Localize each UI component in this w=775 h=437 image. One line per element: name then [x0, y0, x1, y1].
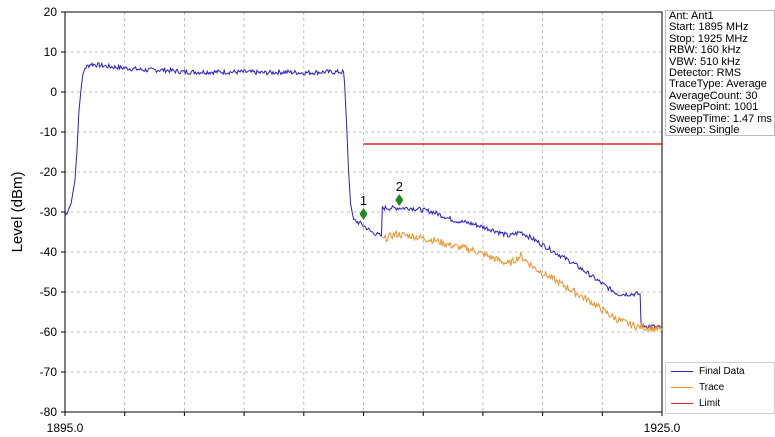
info-line-stop: Stop: 1925 MHz	[669, 32, 748, 45]
marker-1-diamond	[359, 208, 368, 220]
y-tick-label: -70	[40, 365, 58, 379]
y-tick-label: -40	[40, 245, 58, 259]
info-line-vbw: VBW: 510 kHz	[669, 55, 741, 68]
y-tick-label: -10	[40, 125, 58, 139]
y-tick-label: -50	[40, 285, 58, 299]
y-axis-label: Level (dBm)	[9, 172, 26, 253]
legend-label: Final Data	[699, 365, 745, 377]
info-line-sweep-point: SweepPoint: 1001	[669, 101, 759, 114]
y-tick-label: 0	[50, 85, 57, 99]
chart-legend: Final Data Trace Limit	[665, 362, 775, 414]
info-line-trace-type: TraceType: Average	[669, 78, 767, 91]
legend-label: Trace	[699, 381, 725, 393]
x-tick-label: 1925.0	[644, 421, 681, 435]
y-tick-label: -20	[40, 165, 58, 179]
measurement-info-panel: Ant: Ant1 Start: 1895 MHz Stop: 1925 MHz…	[665, 10, 775, 136]
data-series	[64, 61, 663, 333]
info-line-antenna: Ant: Ant1	[669, 10, 714, 22]
y-tick-label: -80	[40, 405, 58, 419]
info-line-sweep: Sweep: Single	[669, 124, 740, 136]
legend-swatch-limit	[671, 402, 693, 404]
y-tick-label: 10	[44, 45, 58, 59]
info-line-start: Start: 1895 MHz	[669, 21, 749, 34]
y-tick-label: -30	[40, 205, 58, 219]
legend-item-limit: Limit	[666, 395, 774, 411]
info-line-detector: Detector: RMS	[669, 67, 742, 80]
legend-swatch-final-data	[671, 370, 693, 372]
axis-ticks: 1895.0 1925.0 20 10 0 -10 -20 -30 -40 -50 -60 -70 -8…	[40, 5, 681, 435]
legend-item-final-data: Final Data	[666, 363, 774, 379]
y-tick-label: 20	[44, 5, 58, 19]
series-line-final-data	[64, 61, 663, 330]
legend-label: Limit	[699, 397, 721, 409]
series-line-trace	[382, 229, 663, 333]
marker-2-label: 2	[396, 179, 403, 194]
info-line-rbw: RBW: 160 kHz	[669, 44, 741, 57]
y-tick-label: -60	[40, 325, 58, 339]
marker-1-label: 1	[360, 193, 367, 208]
markers: 12	[359, 179, 404, 220]
legend-item-trace: Trace	[666, 379, 774, 395]
legend-swatch-trace	[671, 386, 693, 388]
marker-2-diamond	[395, 194, 404, 206]
info-line-sweep-time: SweepTime: 1.47 ms	[669, 112, 772, 125]
info-line-average-count: AverageCount: 30	[669, 89, 758, 102]
x-tick-label: 1895.0	[47, 421, 84, 435]
